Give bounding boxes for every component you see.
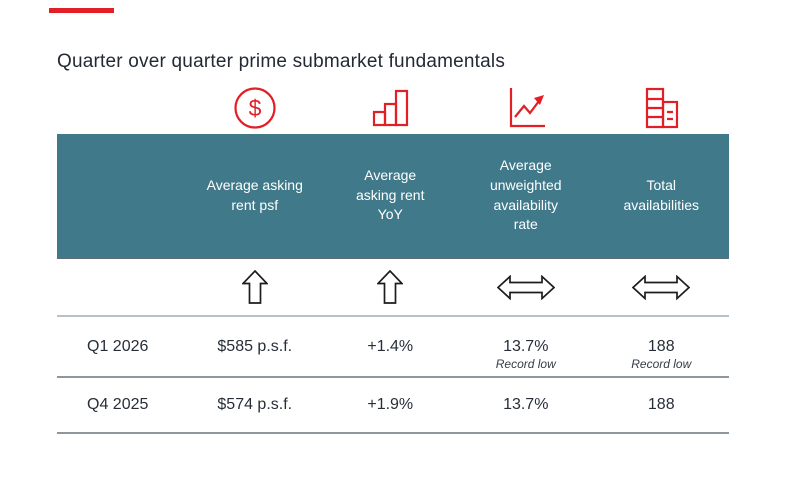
left-right-arrow-icon [496, 274, 555, 300]
period-cell: Q4 2025 [87, 396, 149, 413]
bar-chart-icon [367, 85, 413, 131]
value-text: +1.4% [367, 337, 414, 355]
value-text: 188 [647, 337, 675, 355]
line-chart-icon [503, 85, 549, 131]
value-cell-availability-rate: 13.7% Record low [458, 317, 594, 376]
icons-row: $ [57, 82, 729, 134]
note-text: Record low [631, 356, 692, 371]
column-header-avg-asking-rent-yoy: Average asking rent YoY [356, 166, 425, 223]
fundamentals-table: $ [57, 82, 729, 434]
value-cell-total-availabilities: 188 [594, 378, 730, 432]
value-cell-availability-rate: 13.7% [458, 378, 594, 432]
value-text: 13.7% [503, 396, 549, 413]
red-accent-bar [49, 8, 114, 13]
column-header-total-availabilities: Total availabilities [623, 176, 699, 213]
period-cell: Q1 2026 [87, 337, 149, 355]
up-arrow-icon [241, 270, 268, 304]
value-cell-avg-asking-rent-psf: $574 p.s.f. [187, 378, 323, 432]
table-row: Q1 2026 $585 p.s.f. +1.4% 13.7% Record l… [57, 317, 729, 378]
value-cell-total-availabilities: 188 Record low [594, 317, 730, 376]
dollar-circle-icon: $ [232, 85, 278, 131]
trend-arrows-row [57, 259, 729, 317]
value-cell-avg-asking-rent-yoy: +1.9% [323, 378, 459, 432]
page-title: Quarter over quarter prime submarket fun… [57, 50, 506, 72]
column-header-avg-unweighted-availability-rate: Average unweighted availability rate [489, 156, 562, 233]
value-text: 188 [647, 396, 675, 413]
value-text: $574 p.s.f. [217, 396, 293, 413]
value-text: $585 p.s.f. [217, 337, 293, 355]
column-header-avg-asking-rent-psf: Average asking rent psf [206, 176, 303, 213]
svg-text:$: $ [248, 95, 261, 121]
value-text: +1.9% [367, 396, 414, 413]
stacked-buildings-icon [638, 85, 684, 131]
left-right-arrow-icon [632, 274, 691, 300]
note-text: Record low [495, 356, 556, 371]
value-cell-avg-asking-rent-psf: $585 p.s.f. [187, 317, 323, 376]
value-text: 13.7% [503, 337, 549, 355]
table-row: Q4 2025 $574 p.s.f. +1.9% 13.7% 188 [57, 378, 729, 434]
value-cell-avg-asking-rent-yoy: +1.4% [323, 317, 459, 376]
table-header-row: Average asking rent psf Average asking r… [57, 134, 729, 259]
up-arrow-icon [377, 270, 404, 304]
